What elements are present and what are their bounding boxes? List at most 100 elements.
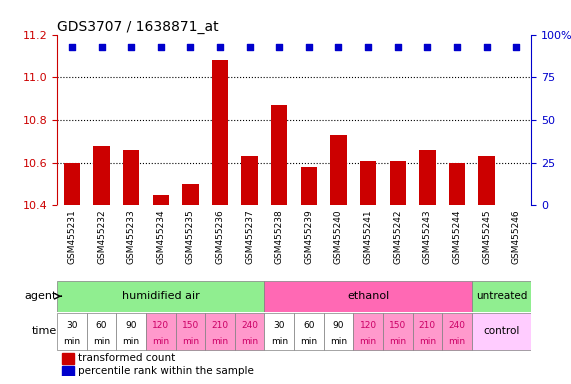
Text: GSM455233: GSM455233 bbox=[127, 209, 136, 264]
Text: 150: 150 bbox=[182, 321, 199, 330]
Bar bbox=[152, 195, 169, 205]
Text: min: min bbox=[330, 336, 347, 346]
Text: GSM455237: GSM455237 bbox=[245, 209, 254, 264]
Text: agent: agent bbox=[25, 291, 57, 301]
Bar bbox=[478, 156, 494, 205]
FancyBboxPatch shape bbox=[57, 281, 264, 311]
Text: control: control bbox=[483, 326, 520, 336]
Text: 60: 60 bbox=[96, 321, 107, 330]
Point bbox=[423, 43, 432, 50]
Text: min: min bbox=[211, 336, 228, 346]
Bar bbox=[271, 105, 287, 205]
Text: min: min bbox=[271, 336, 288, 346]
Text: 240: 240 bbox=[241, 321, 258, 330]
Text: transformed count: transformed count bbox=[78, 353, 176, 363]
FancyBboxPatch shape bbox=[235, 313, 264, 350]
Bar bbox=[182, 184, 199, 205]
Text: min: min bbox=[419, 336, 436, 346]
Bar bbox=[301, 167, 317, 205]
Text: min: min bbox=[241, 336, 258, 346]
Bar bbox=[62, 366, 74, 376]
Text: min: min bbox=[300, 336, 317, 346]
FancyBboxPatch shape bbox=[87, 313, 116, 350]
Text: 30: 30 bbox=[66, 321, 78, 330]
FancyBboxPatch shape bbox=[383, 313, 412, 350]
Text: GSM455238: GSM455238 bbox=[275, 209, 284, 264]
FancyBboxPatch shape bbox=[472, 313, 531, 350]
Text: time: time bbox=[32, 326, 57, 336]
Bar bbox=[212, 60, 228, 205]
Text: humidified air: humidified air bbox=[122, 291, 200, 301]
Point bbox=[67, 43, 77, 50]
Text: GSM455241: GSM455241 bbox=[364, 209, 373, 264]
Text: GSM455243: GSM455243 bbox=[423, 209, 432, 264]
Text: 90: 90 bbox=[126, 321, 137, 330]
Text: GSM455236: GSM455236 bbox=[215, 209, 224, 264]
Text: min: min bbox=[389, 336, 407, 346]
Text: 210: 210 bbox=[211, 321, 228, 330]
FancyBboxPatch shape bbox=[57, 313, 87, 350]
FancyBboxPatch shape bbox=[116, 313, 146, 350]
Text: GSM455240: GSM455240 bbox=[334, 209, 343, 264]
FancyBboxPatch shape bbox=[205, 313, 235, 350]
Point bbox=[156, 43, 166, 50]
Point bbox=[127, 43, 136, 50]
Point bbox=[245, 43, 254, 50]
Text: GSM455242: GSM455242 bbox=[393, 209, 402, 264]
Text: GSM455234: GSM455234 bbox=[156, 209, 165, 264]
Text: GDS3707 / 1638871_at: GDS3707 / 1638871_at bbox=[57, 20, 219, 33]
Text: GSM455231: GSM455231 bbox=[67, 209, 77, 264]
Bar bbox=[331, 135, 347, 205]
Bar bbox=[64, 163, 80, 205]
Bar bbox=[360, 161, 376, 205]
Point bbox=[512, 43, 521, 50]
Text: min: min bbox=[448, 336, 465, 346]
Text: 120: 120 bbox=[360, 321, 377, 330]
Point bbox=[275, 43, 284, 50]
Point bbox=[334, 43, 343, 50]
Text: percentile rank within the sample: percentile rank within the sample bbox=[78, 366, 254, 376]
Bar bbox=[123, 150, 139, 205]
Text: 210: 210 bbox=[419, 321, 436, 330]
Text: min: min bbox=[93, 336, 110, 346]
Text: min: min bbox=[182, 336, 199, 346]
Point bbox=[304, 43, 313, 50]
FancyBboxPatch shape bbox=[146, 313, 176, 350]
Point bbox=[452, 43, 461, 50]
Point bbox=[482, 43, 491, 50]
Bar bbox=[62, 353, 74, 364]
Text: 60: 60 bbox=[303, 321, 315, 330]
FancyBboxPatch shape bbox=[176, 313, 205, 350]
Text: min: min bbox=[152, 336, 170, 346]
Bar bbox=[419, 150, 436, 205]
FancyBboxPatch shape bbox=[324, 313, 353, 350]
Text: GSM455245: GSM455245 bbox=[482, 209, 491, 264]
Text: GSM455239: GSM455239 bbox=[304, 209, 313, 264]
Text: ethanol: ethanol bbox=[347, 291, 389, 301]
Text: min: min bbox=[360, 336, 377, 346]
Text: min: min bbox=[63, 336, 81, 346]
Text: 90: 90 bbox=[333, 321, 344, 330]
Text: 150: 150 bbox=[389, 321, 407, 330]
Point bbox=[97, 43, 106, 50]
Text: GSM455235: GSM455235 bbox=[186, 209, 195, 264]
Point bbox=[215, 43, 224, 50]
Point bbox=[186, 43, 195, 50]
FancyBboxPatch shape bbox=[442, 313, 472, 350]
Bar bbox=[449, 163, 465, 205]
Text: GSM455244: GSM455244 bbox=[452, 209, 461, 264]
Bar bbox=[242, 156, 258, 205]
FancyBboxPatch shape bbox=[264, 281, 472, 311]
Text: GSM455246: GSM455246 bbox=[512, 209, 521, 264]
Text: 240: 240 bbox=[448, 321, 465, 330]
Point bbox=[393, 43, 403, 50]
FancyBboxPatch shape bbox=[353, 313, 383, 350]
Bar bbox=[94, 146, 110, 205]
FancyBboxPatch shape bbox=[264, 313, 294, 350]
FancyBboxPatch shape bbox=[412, 313, 442, 350]
FancyBboxPatch shape bbox=[294, 313, 324, 350]
Bar bbox=[389, 161, 406, 205]
Point bbox=[364, 43, 373, 50]
Text: untreated: untreated bbox=[476, 291, 527, 301]
Text: 30: 30 bbox=[274, 321, 285, 330]
